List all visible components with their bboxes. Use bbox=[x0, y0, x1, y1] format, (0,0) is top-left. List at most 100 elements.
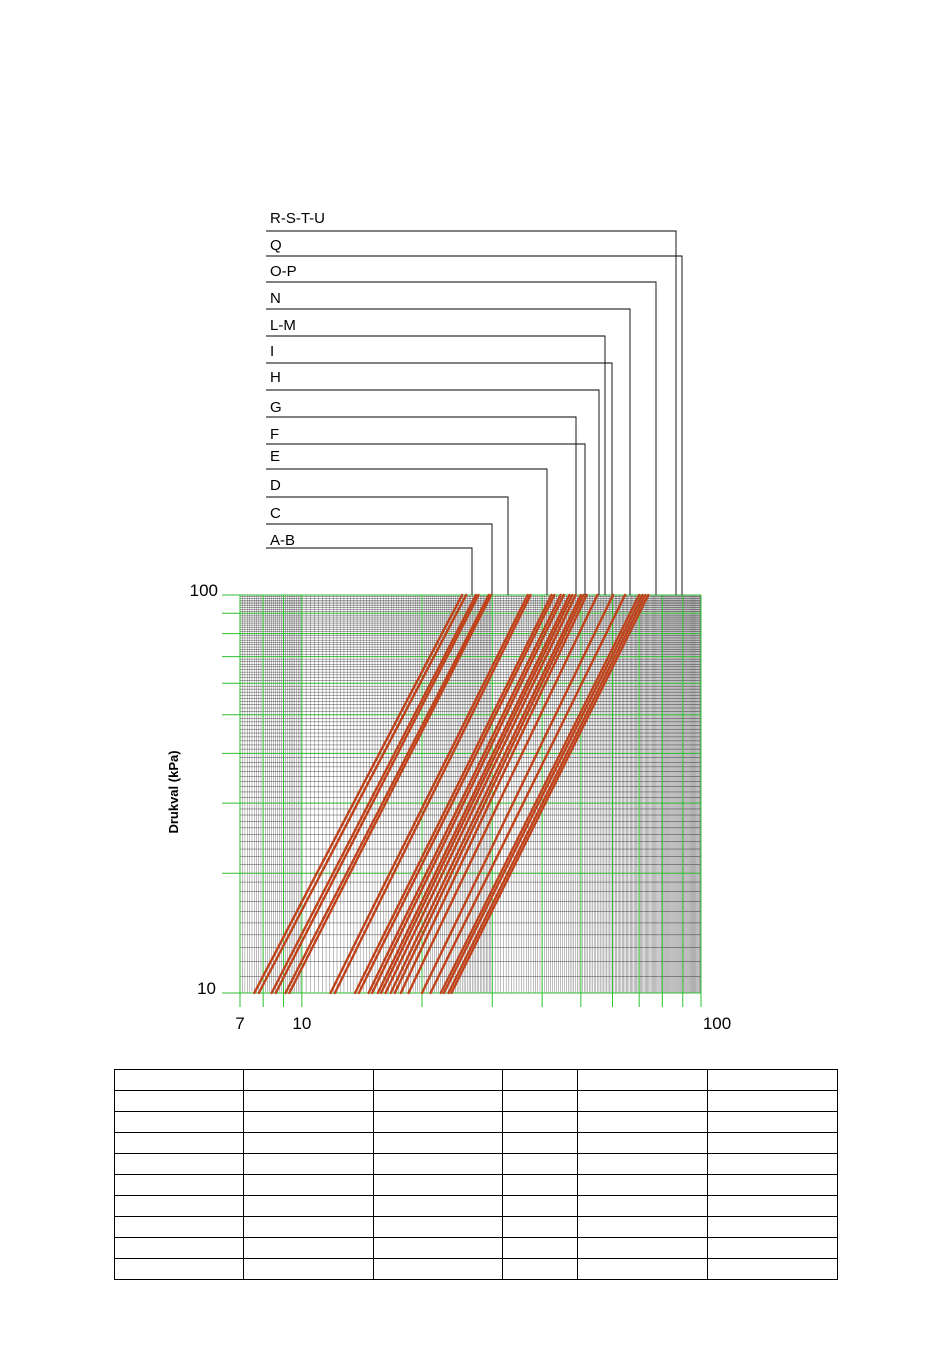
leader-line-r-s-t-u bbox=[266, 230, 677, 595]
series-line-9 bbox=[353, 593, 553, 995]
series-label-o-p: O-P bbox=[270, 263, 297, 280]
series-line-7 bbox=[329, 593, 529, 995]
table-cell bbox=[114, 1111, 244, 1133]
table-cell bbox=[502, 1237, 578, 1259]
leader-line-e bbox=[266, 468, 548, 595]
table-cell bbox=[373, 1111, 503, 1133]
table-cell bbox=[707, 1258, 838, 1280]
table-cell bbox=[502, 1195, 578, 1217]
table-cell bbox=[114, 1216, 244, 1238]
leader-line-q bbox=[266, 255, 683, 595]
series-line-12 bbox=[370, 593, 565, 995]
table-row bbox=[114, 1132, 838, 1154]
leader-line-d bbox=[266, 496, 509, 595]
series-line-10 bbox=[357, 593, 556, 995]
x-tick-label-100: 100 bbox=[703, 1014, 731, 1033]
table-row bbox=[114, 1069, 838, 1091]
table-cell bbox=[114, 1090, 244, 1112]
series-label-f: F bbox=[270, 426, 279, 443]
series-line-8 bbox=[333, 593, 532, 995]
table-cell bbox=[502, 1216, 578, 1238]
table-cell bbox=[243, 1237, 374, 1259]
series-label-g: G bbox=[270, 399, 282, 416]
table-cell bbox=[373, 1237, 503, 1259]
series-line-21 bbox=[429, 593, 627, 995]
table-cell bbox=[243, 1069, 374, 1091]
series-line-5 bbox=[284, 593, 490, 995]
leader-line-a-b bbox=[266, 547, 473, 595]
series-label-q: Q bbox=[270, 237, 282, 254]
table-cell bbox=[114, 1195, 244, 1217]
table-cell bbox=[577, 1258, 708, 1280]
table-row bbox=[114, 1090, 838, 1112]
x-tick-label-10: 10 bbox=[292, 1014, 311, 1033]
leader-line-h bbox=[266, 389, 600, 595]
series-line-22 bbox=[439, 593, 641, 995]
table-row bbox=[114, 1237, 838, 1259]
leader-line-f bbox=[266, 443, 586, 595]
leader-line-n bbox=[266, 308, 631, 595]
series-label-l-m: L-M bbox=[270, 317, 296, 334]
table-cell bbox=[707, 1132, 838, 1154]
series-line-13 bbox=[376, 593, 571, 995]
table-cell bbox=[114, 1174, 244, 1196]
table-cell bbox=[373, 1153, 503, 1175]
series-line-18 bbox=[399, 593, 588, 995]
series-label-d: D bbox=[270, 477, 281, 494]
empty-data-table bbox=[114, 1069, 838, 1280]
series-line-24 bbox=[447, 593, 647, 995]
table-row bbox=[114, 1216, 838, 1238]
table-cell bbox=[707, 1174, 838, 1196]
series-lines bbox=[253, 593, 650, 995]
series-label-c: C bbox=[270, 505, 281, 522]
table-cell bbox=[577, 1195, 708, 1217]
table-cell bbox=[243, 1153, 374, 1175]
table-cell bbox=[577, 1216, 708, 1238]
series-line-17 bbox=[393, 593, 585, 995]
table-cell bbox=[577, 1132, 708, 1154]
table-cell bbox=[373, 1195, 503, 1217]
table-cell bbox=[243, 1132, 374, 1154]
table-row bbox=[114, 1111, 838, 1133]
table-cell bbox=[577, 1069, 708, 1091]
series-line-19 bbox=[407, 593, 599, 995]
leader-line-c bbox=[266, 523, 493, 595]
table-cell bbox=[502, 1090, 578, 1112]
series-leader-lines bbox=[266, 230, 683, 595]
table-cell bbox=[707, 1216, 838, 1238]
table-cell bbox=[577, 1090, 708, 1112]
table-cell bbox=[502, 1258, 578, 1280]
table-row bbox=[114, 1174, 838, 1196]
x-tick-label-7: 7 bbox=[235, 1014, 244, 1033]
table-cell bbox=[577, 1111, 708, 1133]
table-cell bbox=[373, 1258, 503, 1280]
table-cell bbox=[114, 1153, 244, 1175]
table-cell bbox=[114, 1237, 244, 1259]
leader-line-i bbox=[266, 362, 613, 595]
table-cell bbox=[707, 1195, 838, 1217]
table-cell bbox=[114, 1132, 244, 1154]
table-cell bbox=[373, 1090, 503, 1112]
table-cell bbox=[373, 1132, 503, 1154]
table-cell bbox=[707, 1111, 838, 1133]
table-cell bbox=[707, 1237, 838, 1259]
series-line-6 bbox=[288, 593, 493, 995]
table-cell bbox=[243, 1195, 374, 1217]
table-cell bbox=[373, 1174, 503, 1196]
axis-tick-labels: 7 10 100 10 100 bbox=[190, 581, 732, 1033]
series-line-4 bbox=[274, 593, 480, 995]
table-cell bbox=[243, 1090, 374, 1112]
series-line-15 bbox=[384, 593, 577, 995]
series-line-2 bbox=[257, 593, 468, 995]
series-line-11 bbox=[367, 593, 562, 995]
table-cell bbox=[114, 1069, 244, 1091]
table-cell bbox=[373, 1216, 503, 1238]
table-cell bbox=[373, 1069, 503, 1091]
table-cell bbox=[577, 1174, 708, 1196]
table-cell bbox=[243, 1258, 374, 1280]
series-label-e: E bbox=[270, 448, 280, 465]
leader-line-l-m bbox=[266, 335, 606, 595]
series-label-i: I bbox=[270, 343, 274, 360]
table-cell bbox=[577, 1153, 708, 1175]
